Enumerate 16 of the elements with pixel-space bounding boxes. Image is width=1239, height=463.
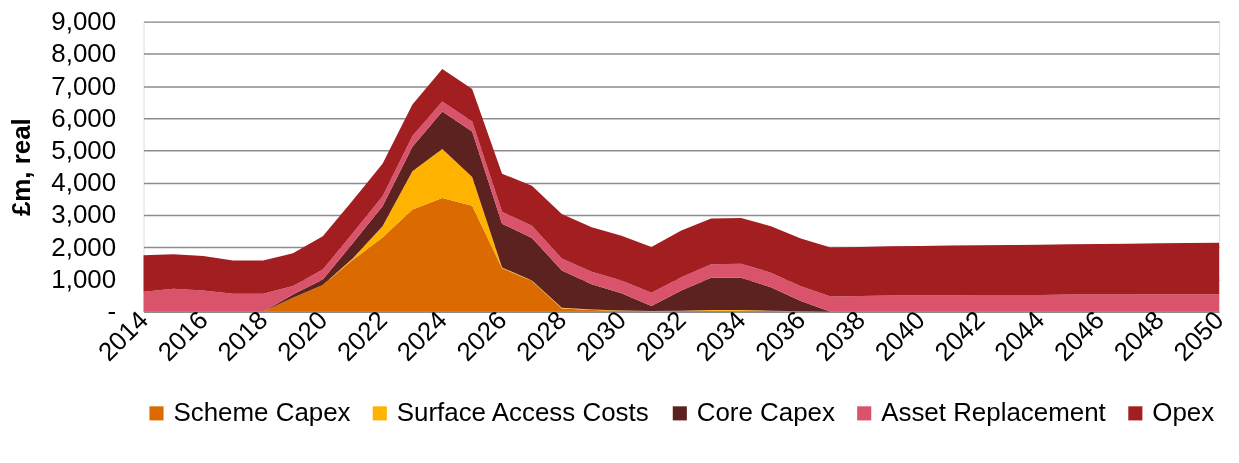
legend-label: Opex: [1152, 398, 1215, 427]
y-tick-label: 2,000: [51, 232, 117, 261]
y-tick-label: -: [107, 297, 117, 326]
legend-label: Scheme Capex: [173, 398, 351, 427]
y-tick-label: 7,000: [51, 71, 117, 100]
y-tick-label: 1,000: [51, 264, 117, 293]
legend-label: Asset Replacement: [881, 398, 1107, 427]
y-tick-label: 9,000: [51, 7, 117, 36]
y-tick-label: 8,000: [51, 39, 117, 68]
legend-label: Core Capex: [696, 398, 836, 427]
y-tick-label: 4,000: [51, 168, 117, 197]
y-axis-title: £m, real: [7, 118, 36, 217]
y-tick-label: 6,000: [51, 103, 117, 132]
y-tick-label: 3,000: [51, 200, 117, 229]
legend-label: Surface Access Costs: [396, 398, 649, 427]
y-tick-label: 5,000: [51, 136, 117, 165]
